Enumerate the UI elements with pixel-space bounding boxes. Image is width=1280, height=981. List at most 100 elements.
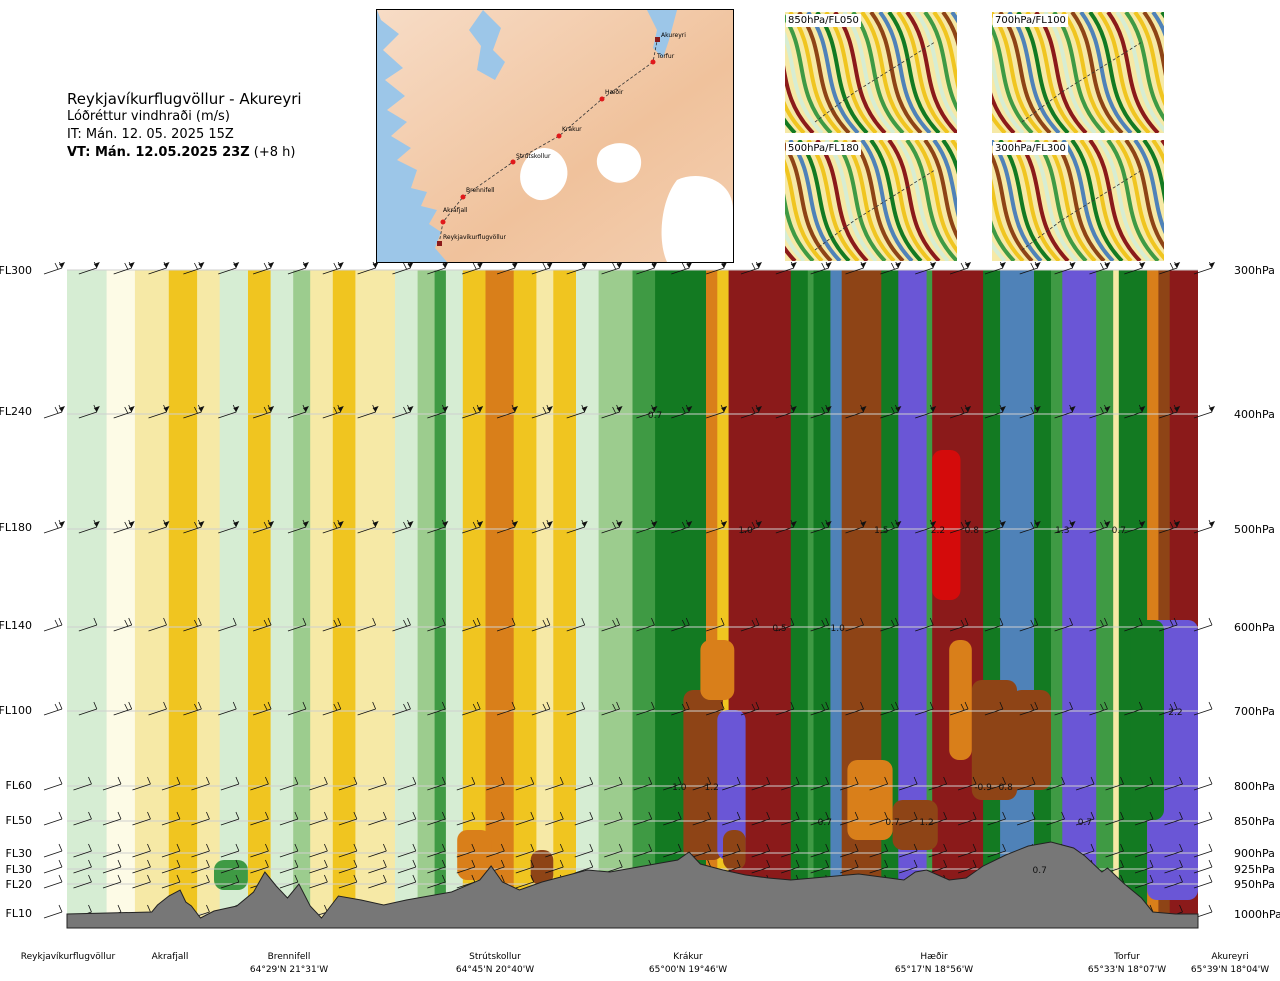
wind-barb [456,776,476,791]
wind-barb [751,811,771,826]
field-patch [683,690,723,860]
title-block: Reykjavíkurflugvöllur - Akureyri Lóðrétt… [67,90,302,162]
map-label-brennifell: Brennifell [466,187,495,194]
wind-barb [957,811,977,826]
wind-barb [1046,811,1065,826]
wind-barb [279,811,299,826]
field-band [790,270,809,926]
contour-label: 2.2 [931,526,945,536]
field-patch [530,850,554,885]
thumbnail-wave [932,12,957,90]
wind-barb [113,404,135,419]
wind-barb [1089,262,1111,275]
wind-barb [1193,859,1213,874]
field-patch [723,830,746,870]
wind-barb [486,811,505,826]
wind-barb [1124,404,1146,419]
parameter-title: Lóðréttur vindhraði (m/s) [67,109,230,124]
field-band [485,270,515,926]
wind-barb [869,811,889,826]
thumbnail-700hpa-label: 700hPa/FL100 [993,14,1068,27]
thumbnail-wave [914,12,957,126]
thumbnail-700hpa-image [992,12,1164,133]
thumbnail-wave [932,140,957,218]
wind-barb [531,617,551,632]
wind-barb [840,859,859,874]
thumbnail-700hpa[interactable]: 700hPa/FL100 [992,12,1164,133]
field-band [807,270,815,926]
wind-barb [427,519,449,534]
location-coord: 65°00'N 19°46'W [649,965,727,975]
wind-barb [132,843,151,858]
wind-barb [957,859,977,874]
thumbnail-wave [1142,140,1164,205]
wind-barb [705,519,728,534]
wind-barb [636,262,658,275]
location-name: Krákur [673,952,703,962]
wind-barb [1159,404,1181,419]
wind-barb [397,843,417,858]
pressure-label: 925hPa [1234,863,1275,876]
wind-barb [73,811,92,826]
wind-barb [545,776,564,791]
wind-barb [191,843,210,858]
wind-barb [73,874,92,889]
wind-barb [132,874,151,889]
field-band [598,270,634,926]
thumbnail-wave [1115,140,1164,261]
wind-barb [1089,701,1108,716]
thumbnail-300hpa[interactable]: 300hPa/FL300 [992,140,1164,261]
wind-barb [633,843,653,858]
wind-barb [183,519,205,534]
haedir-marker [599,96,605,102]
wind-barb [880,701,899,716]
valid-time: VT: Mán. 12.05.2025 23Z (+8 h) [67,144,302,162]
wind-barb [1124,262,1146,275]
wind-barb [78,617,98,632]
field-band [106,270,136,926]
wind-barb [43,701,63,716]
thumbnail-wave [992,219,1016,261]
wind-barb [722,776,741,791]
thumbnail-wave [1106,140,1160,261]
wind-barb [775,262,797,275]
thumbnail-wave [992,91,1016,133]
contour-label: 0.8 [965,526,980,536]
wind-barb [368,811,387,826]
thumbnail-500hpa-image [785,140,957,261]
field-band [332,270,356,926]
field-band [536,270,554,926]
map-label-reykjavik: Reykjavíkurflugvöllur [443,234,506,241]
wind-barb [1054,617,1073,632]
field-band [434,270,447,926]
thumbnail-wave [992,50,1025,133]
thumbnail-wave [887,12,941,133]
thumbnail-500hpa[interactable]: 500hPa/FL180 [785,140,957,261]
location-coord: 65°39'N 18°04'W [1191,965,1269,975]
thumbnail-wave [1097,12,1151,133]
contour-label: 0.5 [772,624,786,634]
wind-barb [671,262,693,275]
wind-barb [161,776,181,791]
cross-section-chart: 0.7 1.0 1.5 2.2 0.8 1.3 0.7 0.5 -1.0 2.2 -1.0 1.2 -0… [0,262,1280,975]
wind-barb [915,262,937,275]
wind-barb [456,811,476,826]
wind-barb [692,843,712,858]
thumbnail-wave [1088,140,1142,261]
thumbnail-850hpa[interactable]: 850hPa/FL050 [785,12,957,133]
wind-barb [810,776,830,791]
wind-barb [357,701,377,716]
wind-barb [869,859,889,874]
wind-barb [183,617,202,632]
thumbnail-wave [851,140,905,261]
map-label-akrafjall: Akrafjall [443,207,468,214]
thumbnail-wave [1133,140,1164,235]
flight-level-label: FL30 [6,863,32,876]
wind-barb [604,776,623,791]
thumbnail-wave [1142,12,1164,77]
field-band [462,270,486,926]
wind-barb [636,701,655,716]
wind-barb [287,617,307,632]
wind-barb [1134,874,1154,889]
contour-label: 0.7 [1112,526,1126,536]
